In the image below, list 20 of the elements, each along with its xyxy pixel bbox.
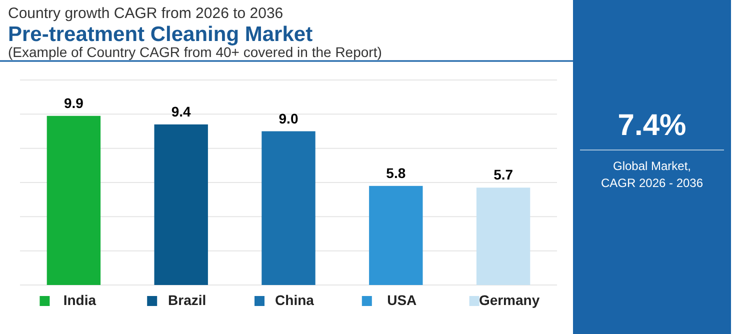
chart-subtitle: Country growth CAGR from 2026 to 2036 bbox=[8, 5, 284, 22]
data-label: 9.4 bbox=[171, 103, 192, 120]
data-label: 5.7 bbox=[494, 166, 514, 183]
x-tick-label: USA bbox=[387, 292, 417, 308]
x-tick-label: India bbox=[63, 292, 96, 308]
x-tick-label: Germany bbox=[478, 292, 540, 308]
x-tick-label: Brazil bbox=[168, 292, 206, 308]
bar bbox=[154, 124, 208, 285]
text: Global Market, CAGR 2026 - 2036 bbox=[600, 159, 704, 190]
data-label: 9.0 bbox=[278, 110, 298, 126]
text: (Example of Country CAGR from 40+ covered in the Report) bbox=[8, 44, 382, 60]
bar bbox=[262, 131, 316, 285]
data-label: 5.8 bbox=[386, 164, 406, 181]
bar bbox=[369, 186, 423, 285]
text: 7.4% bbox=[618, 109, 686, 142]
chart-title: Pre-treatment Cleaning Market bbox=[8, 23, 313, 46]
data-label: 9.9 bbox=[64, 94, 84, 111]
x-tick-label: China bbox=[275, 292, 314, 308]
bar bbox=[476, 188, 530, 285]
bar bbox=[46, 116, 101, 285]
